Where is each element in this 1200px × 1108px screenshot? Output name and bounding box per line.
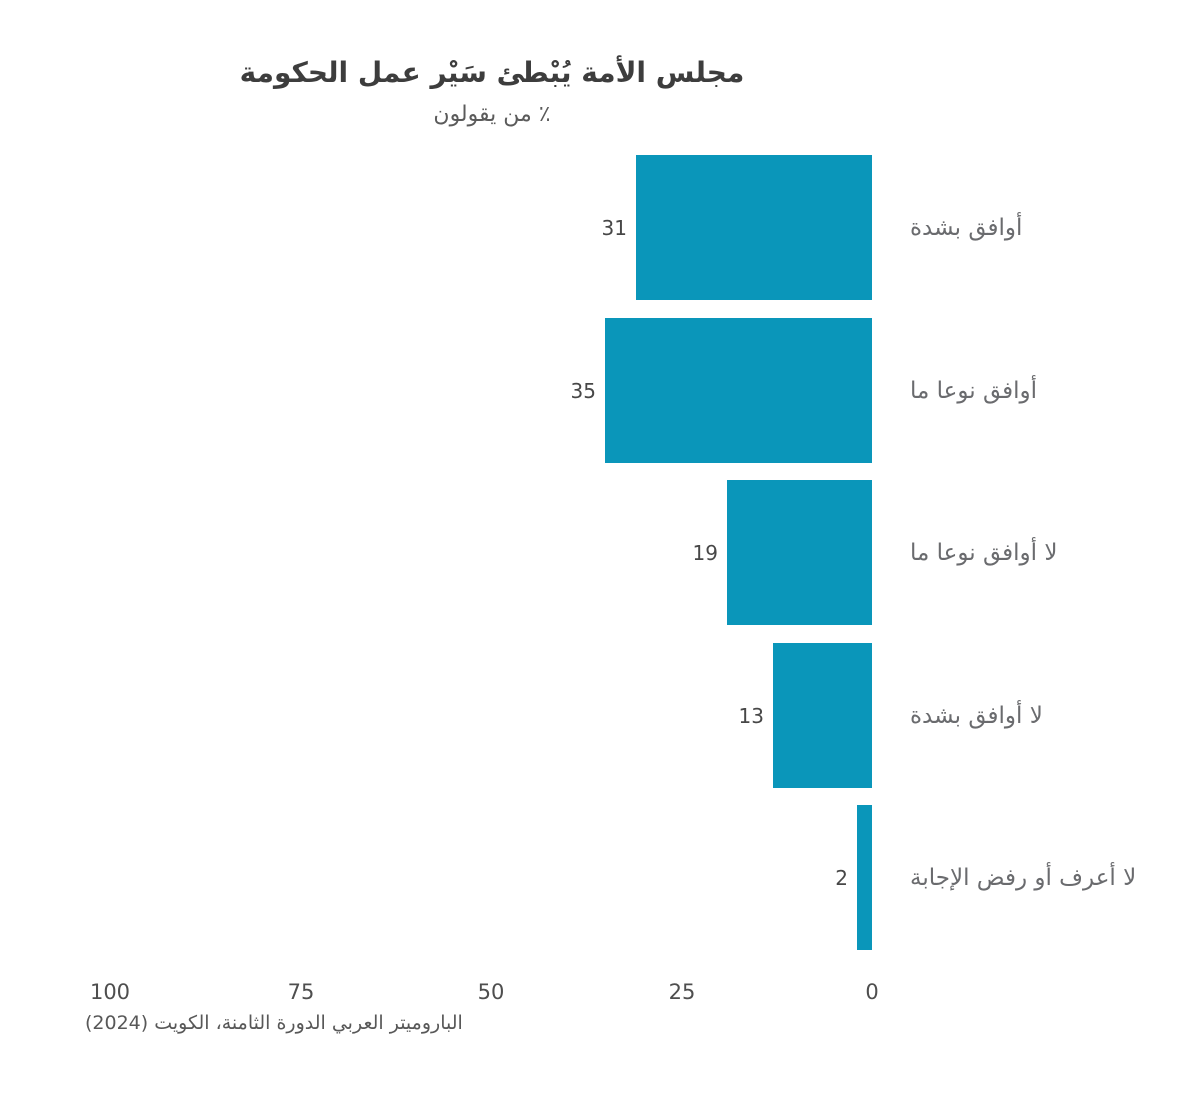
category-label: لا أعرف أو رفض الإجابة — [910, 864, 1137, 891]
x-tick-label: 100 — [89, 980, 131, 1004]
source-caption: الباروميتر العربي الدورة الثامنة، الكويت… — [85, 1012, 463, 1034]
bar — [773, 643, 872, 788]
category-label: لا أوافق نوعا ما — [910, 539, 1058, 566]
x-tick-label: 0 — [865, 980, 879, 1004]
category-label: أوافق بشدة — [910, 214, 1023, 241]
x-tick-label: 25 — [668, 980, 696, 1004]
bar-value-label: 13 — [738, 703, 764, 728]
bar-value-label: 2 — [835, 865, 848, 890]
bar-value-label: 19 — [692, 540, 718, 565]
category-label: أوافق نوعا ما — [910, 377, 1038, 404]
bar — [605, 318, 872, 463]
chart-title: مجلس الأمة يُبْطئ سَيْر عمل الحكومة — [239, 56, 745, 89]
bar-value-label: 35 — [570, 378, 596, 403]
chart-subtitle: ٪ من يقولون — [433, 102, 551, 127]
category-label: لا أوافق بشدة — [910, 702, 1043, 729]
bar — [857, 805, 872, 950]
bar — [727, 480, 872, 625]
bar-value-label: 31 — [601, 215, 627, 240]
x-tick-label: 50 — [477, 980, 505, 1004]
x-tick-label: 75 — [287, 980, 315, 1004]
bar — [636, 155, 872, 300]
